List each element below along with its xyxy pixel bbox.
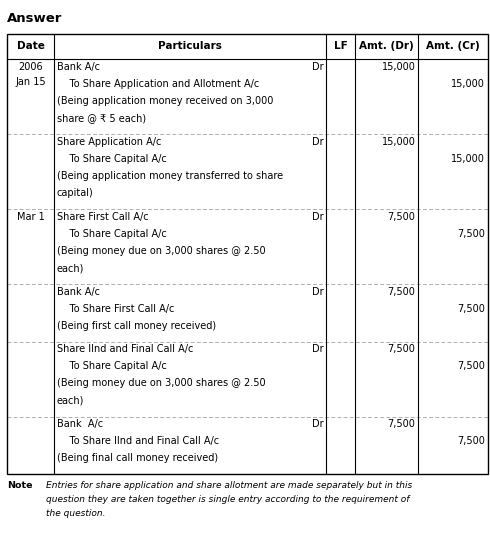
Text: Share IInd and Final Call A/c: Share IInd and Final Call A/c <box>57 344 193 354</box>
Text: Jan 15: Jan 15 <box>15 77 46 87</box>
Text: Bank  A/c: Bank A/c <box>57 420 103 429</box>
Text: each): each) <box>57 263 84 273</box>
Text: LF: LF <box>334 41 347 51</box>
Text: Mar 1: Mar 1 <box>17 212 45 222</box>
Text: Dr: Dr <box>312 287 323 297</box>
Text: Date: Date <box>17 41 45 51</box>
Text: To Share Capital A/c: To Share Capital A/c <box>57 361 167 371</box>
Text: 7,500: 7,500 <box>457 229 485 239</box>
Text: 15,000: 15,000 <box>382 62 416 71</box>
Text: (Being money due on 3,000 shares @ 2.50: (Being money due on 3,000 shares @ 2.50 <box>57 246 266 256</box>
Text: capital): capital) <box>57 188 94 198</box>
Text: Dr: Dr <box>312 420 323 429</box>
Text: 15,000: 15,000 <box>451 78 485 89</box>
Text: Amt. (Cr): Amt. (Cr) <box>426 41 480 51</box>
Text: 15,000: 15,000 <box>451 154 485 164</box>
Text: (Being application money received on 3,000: (Being application money received on 3,0… <box>57 96 273 106</box>
Text: 7,500: 7,500 <box>457 361 485 371</box>
Text: Share First Call A/c: Share First Call A/c <box>57 212 148 222</box>
Text: Dr: Dr <box>312 137 323 147</box>
Text: the question.: the question. <box>46 509 105 518</box>
Text: 15,000: 15,000 <box>382 137 416 147</box>
Text: Bank A/c: Bank A/c <box>57 287 100 297</box>
Text: Dr: Dr <box>312 62 323 71</box>
Text: 7,500: 7,500 <box>388 287 416 297</box>
Text: 2006: 2006 <box>18 62 43 71</box>
Text: 7,500: 7,500 <box>457 437 485 446</box>
Text: Share Application A/c: Share Application A/c <box>57 137 161 147</box>
Bar <box>7 34 488 474</box>
Text: To Share IInd and Final Call A/c: To Share IInd and Final Call A/c <box>57 437 219 446</box>
Text: (Being final call money received): (Being final call money received) <box>57 453 218 463</box>
Text: Particulars: Particulars <box>158 41 222 51</box>
Text: each): each) <box>57 396 84 405</box>
Text: To Share First Call A/c: To Share First Call A/c <box>57 304 174 314</box>
Text: To Share Capital A/c: To Share Capital A/c <box>57 229 167 239</box>
Text: (Being money due on 3,000 shares @ 2.50: (Being money due on 3,000 shares @ 2.50 <box>57 378 266 389</box>
Text: 7,500: 7,500 <box>457 304 485 314</box>
Text: Amt. (Dr): Amt. (Dr) <box>359 41 414 51</box>
Text: 7,500: 7,500 <box>388 212 416 222</box>
Text: Answer: Answer <box>7 12 63 25</box>
Text: (Being application money transferred to share: (Being application money transferred to … <box>57 171 283 181</box>
Text: To Share Capital A/c: To Share Capital A/c <box>57 154 167 164</box>
Text: Bank A/c: Bank A/c <box>57 62 100 71</box>
Text: Entries for share application and share allotment are made separately but in thi: Entries for share application and share … <box>46 481 412 490</box>
Text: Dr: Dr <box>312 344 323 354</box>
Text: (Being first call money received): (Being first call money received) <box>57 320 216 331</box>
Text: Dr: Dr <box>312 212 323 222</box>
Text: Note: Note <box>7 481 33 490</box>
Text: To Share Application and Allotment A/c: To Share Application and Allotment A/c <box>57 78 259 89</box>
Text: share @ ₹ 5 each): share @ ₹ 5 each) <box>57 113 146 123</box>
Text: 7,500: 7,500 <box>388 344 416 354</box>
Text: 7,500: 7,500 <box>388 420 416 429</box>
Text: question they are taken together is single entry according to the requirement of: question they are taken together is sing… <box>46 495 409 504</box>
